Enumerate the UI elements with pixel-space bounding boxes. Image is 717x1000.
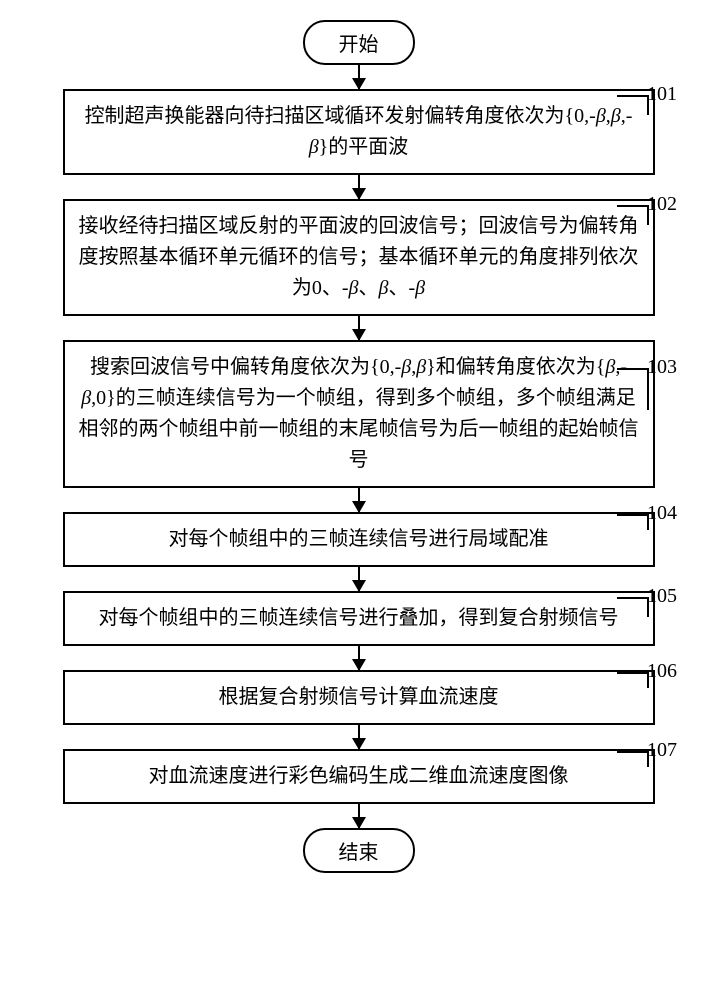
flowchart-container: 开始 控制超声换能器向待扫描区域循环发射偏转角度依次为{0,-β,β,-β}的平… bbox=[20, 20, 697, 873]
step-label: 102 bbox=[647, 193, 677, 216]
process-box: 搜索回波信号中偏转角度依次为{0,-β,β}和偏转角度依次为{β,-β,0}的三… bbox=[63, 340, 655, 488]
step-label: 106 bbox=[647, 660, 677, 683]
arrow bbox=[358, 725, 360, 749]
step-104: 对每个帧组中的三帧连续信号进行局域配准104 bbox=[20, 512, 697, 567]
process-box: 对每个帧组中的三帧连续信号进行叠加，得到复合射频信号 bbox=[63, 591, 655, 646]
arrow bbox=[358, 567, 360, 591]
step-label: 104 bbox=[647, 502, 677, 525]
step-106: 根据复合射频信号计算血流速度106 bbox=[20, 670, 697, 725]
step-label: 101 bbox=[647, 83, 677, 106]
process-box: 控制超声换能器向待扫描区域循环发射偏转角度依次为{0,-β,β,-β}的平面波 bbox=[63, 89, 655, 175]
arrow bbox=[358, 488, 360, 512]
step-label: 107 bbox=[647, 739, 677, 762]
step-102: 接收经待扫描区域反射的平面波的回波信号；回波信号为偏转角度按照基本循环单元循环的… bbox=[20, 199, 697, 316]
end-terminal: 结束 bbox=[303, 828, 415, 873]
step-103: 搜索回波信号中偏转角度依次为{0,-β,β}和偏转角度依次为{β,-β,0}的三… bbox=[20, 340, 697, 488]
arrow bbox=[358, 316, 360, 340]
label-connector bbox=[617, 205, 649, 225]
process-box: 对每个帧组中的三帧连续信号进行局域配准 bbox=[63, 512, 655, 567]
arrow bbox=[358, 646, 360, 670]
step-101: 控制超声换能器向待扫描区域循环发射偏转角度依次为{0,-β,β,-β}的平面波1… bbox=[20, 89, 697, 175]
label-connector bbox=[617, 751, 649, 767]
process-box: 接收经待扫描区域反射的平面波的回波信号；回波信号为偏转角度按照基本循环单元循环的… bbox=[63, 199, 655, 316]
step-label: 103 bbox=[647, 356, 677, 379]
arrow bbox=[358, 804, 360, 828]
step-107: 对血流速度进行彩色编码生成二维血流速度图像107 bbox=[20, 749, 697, 804]
step-105: 对每个帧组中的三帧连续信号进行叠加，得到复合射频信号105 bbox=[20, 591, 697, 646]
label-connector bbox=[617, 597, 649, 617]
label-connector bbox=[617, 514, 649, 530]
arrow bbox=[358, 65, 360, 89]
label-connector bbox=[617, 95, 649, 115]
process-box: 根据复合射频信号计算血流速度 bbox=[63, 670, 655, 725]
process-box: 对血流速度进行彩色编码生成二维血流速度图像 bbox=[63, 749, 655, 804]
step-label: 105 bbox=[647, 585, 677, 608]
start-terminal: 开始 bbox=[303, 20, 415, 65]
arrow bbox=[358, 175, 360, 199]
label-connector bbox=[617, 672, 649, 688]
label-connector bbox=[617, 368, 649, 410]
